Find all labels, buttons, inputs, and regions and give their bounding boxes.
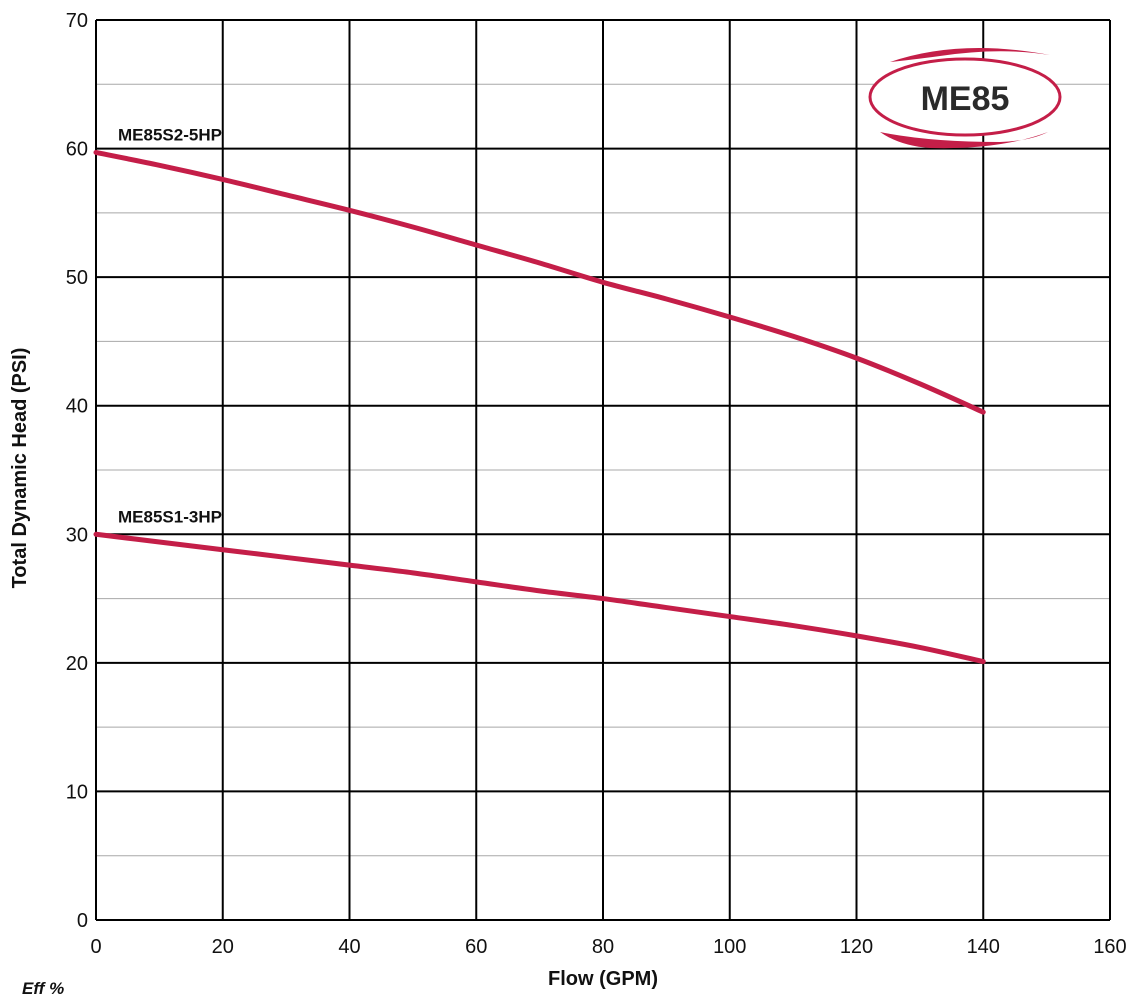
model-badge: ME85 (868, 47, 1062, 149)
y-tick-label: 0 (77, 910, 88, 932)
major-gridlines (95, 19, 1111, 921)
badge-swoosh-top (890, 47, 1050, 62)
tick-labels: 0 20 40 60 80 100 120 140 160 0 10 20 30 40 50 60 70 (66, 10, 1127, 958)
x-tick-label: 40 (338, 936, 360, 958)
y-tick-label: 40 (66, 396, 88, 418)
badge-label: ME85 (921, 80, 1010, 118)
y-tick-label: 60 (66, 139, 88, 161)
y-axis-title: Total Dynamic Head (PSI) (9, 348, 31, 589)
series-line (93, 531, 986, 665)
x-tick-label: 60 (465, 936, 487, 958)
y-tick-label: 30 (66, 524, 88, 546)
footer-eff-label: Eff % (22, 979, 64, 994)
y-tick-label: 70 (66, 10, 88, 32)
series-label: ME85S2-5HP (118, 125, 222, 144)
series-line (93, 149, 986, 415)
series-labels: ME85S2-5HP ME85S1-3HP (118, 125, 222, 526)
x-tick-label: 20 (212, 936, 234, 958)
x-tick-label: 0 (90, 936, 101, 958)
badge-ellipse (868, 57, 1062, 137)
series-lines (93, 149, 986, 665)
y-tick-label: 50 (66, 267, 88, 289)
x-tick-label: 120 (840, 936, 873, 958)
x-tick-label: 160 (1093, 936, 1126, 958)
x-axis-title: Flow (GPM) (548, 968, 658, 990)
badge-swoosh-bottom (880, 132, 1048, 149)
y-tick-label: 10 (66, 781, 88, 803)
x-tick-label: 140 (967, 936, 1000, 958)
series-label: ME85S1-3HP (118, 507, 222, 526)
x-tick-label: 100 (713, 936, 746, 958)
x-tick-label: 80 (592, 936, 614, 958)
y-tick-label: 20 (66, 653, 88, 675)
